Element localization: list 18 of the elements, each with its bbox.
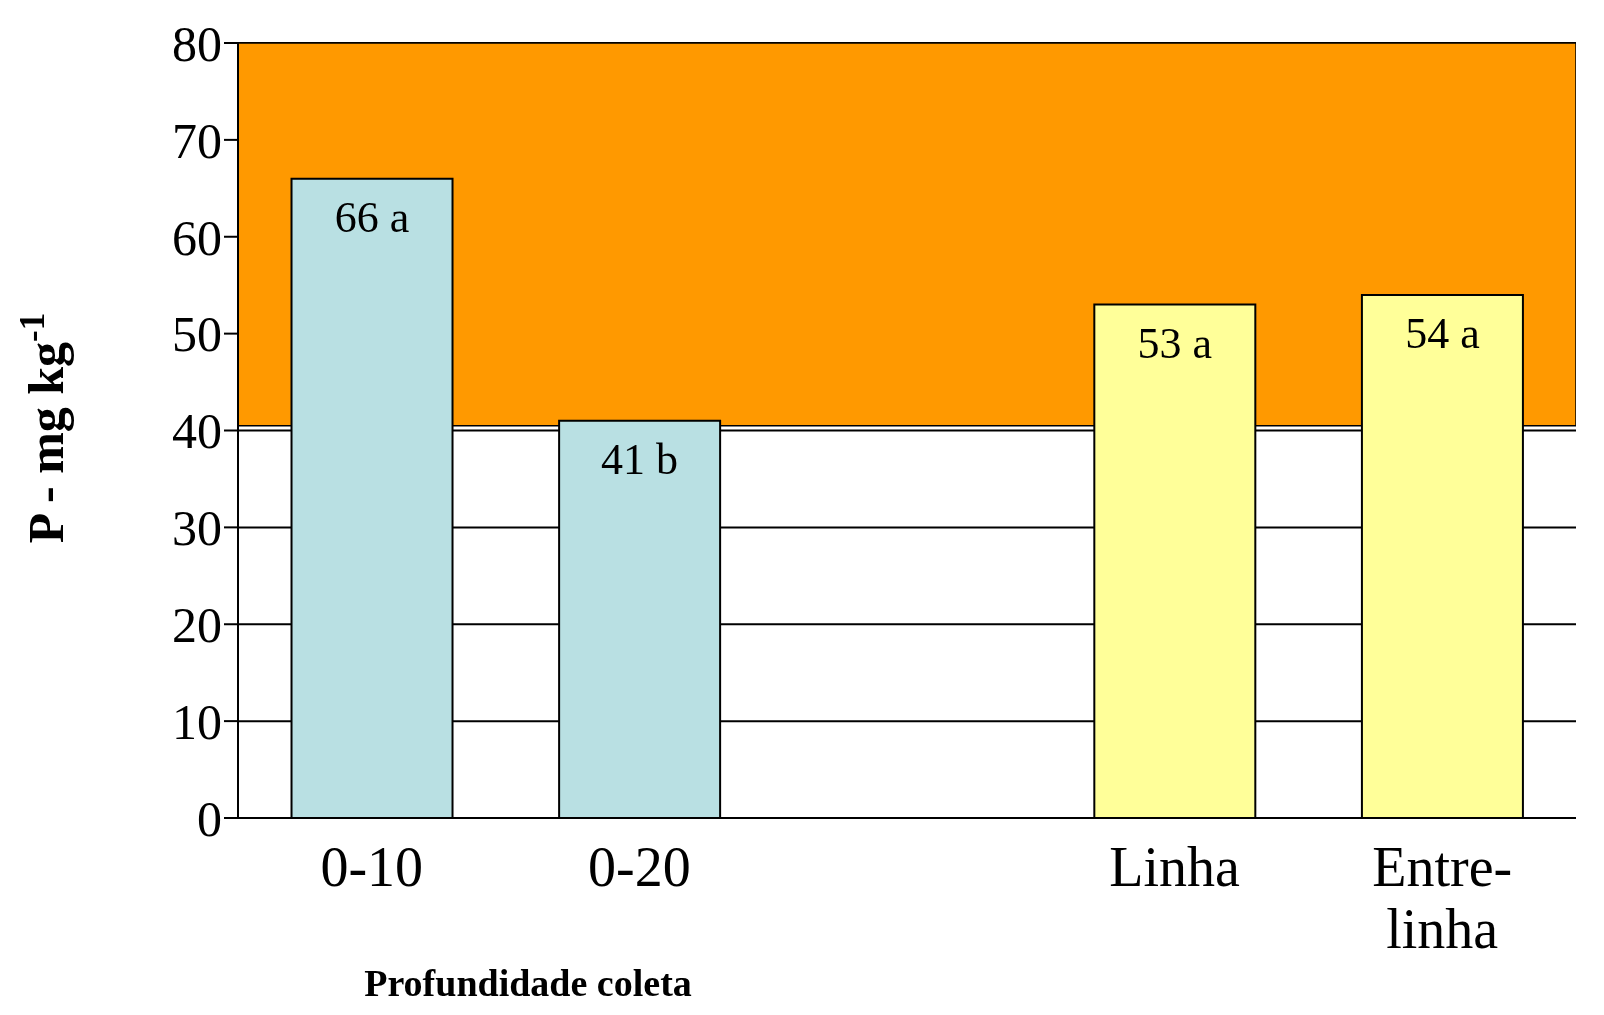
data-label: 54 a xyxy=(1405,309,1480,359)
y-tick-label: 80 xyxy=(172,15,222,72)
y-tick-label: 20 xyxy=(172,597,222,653)
y-tick-label: 30 xyxy=(172,500,222,557)
x-tick-label: Linha xyxy=(1109,836,1241,898)
y-tick-label: 10 xyxy=(172,693,222,750)
y-tick-label: 70 xyxy=(172,112,222,169)
data-label: 53 a xyxy=(1137,318,1213,368)
y-tick-label: 40 xyxy=(172,403,222,460)
x-tick-label: 0-20 xyxy=(588,836,691,898)
x-tick-label: 0-10 xyxy=(320,836,424,898)
y-tick-label: 50 xyxy=(172,306,222,363)
data-label: 66 a xyxy=(334,192,410,242)
data-label: 41 b xyxy=(601,435,679,485)
y-tick-label: 60 xyxy=(172,209,222,266)
y-tick-label: 0 xyxy=(197,790,222,847)
x-tick-label: Entre-linha xyxy=(1372,836,1513,960)
x-axis-title: Profundidade coleta xyxy=(364,962,692,1004)
